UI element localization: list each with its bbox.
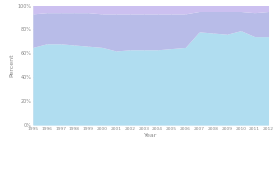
X-axis label: Year: Year — [144, 133, 157, 138]
Y-axis label: Percent: Percent — [10, 54, 15, 77]
